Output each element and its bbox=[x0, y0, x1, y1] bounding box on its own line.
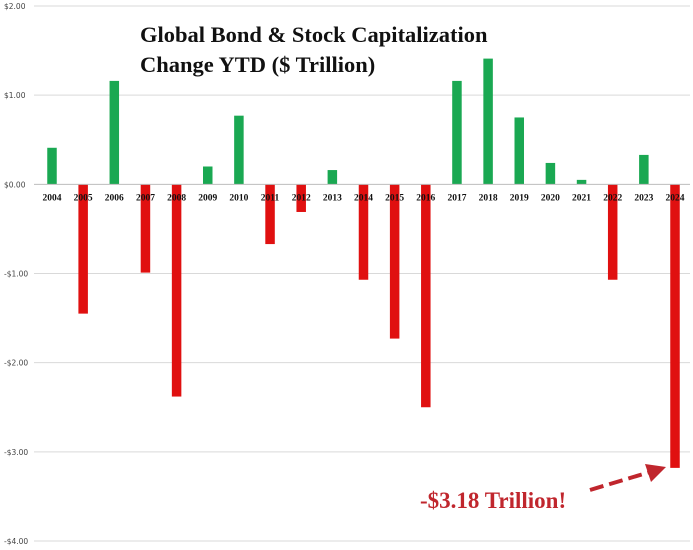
y-tick-label: $1.00 bbox=[4, 91, 26, 100]
bar-2008 bbox=[171, 184, 182, 397]
y-tick-label: -$2.00 bbox=[4, 359, 28, 368]
y-tick-label: $2.00 bbox=[4, 2, 26, 11]
x-tick-label-2013: 2013 bbox=[323, 193, 342, 203]
y-tick-label: -$3.00 bbox=[4, 448, 28, 457]
bar-2016 bbox=[421, 184, 431, 408]
x-tick-label-2014: 2014 bbox=[354, 193, 373, 203]
bar-2024 bbox=[670, 184, 680, 468]
bar-2010 bbox=[234, 115, 244, 185]
y-tick-label: -$4.00 bbox=[4, 537, 28, 546]
x-tick-label-2015: 2015 bbox=[385, 193, 404, 203]
bar-2011 bbox=[265, 184, 275, 245]
x-tick-label-2008: 2008 bbox=[167, 193, 186, 203]
bar-2020 bbox=[545, 162, 556, 185]
bar-2015 bbox=[389, 184, 400, 339]
x-tick-label-2010: 2010 bbox=[229, 193, 248, 203]
x-tick-label-2023: 2023 bbox=[634, 193, 653, 203]
x-tick-label-2005: 2005 bbox=[74, 193, 93, 203]
bar-2017 bbox=[452, 80, 462, 185]
x-tick-label-2022: 2022 bbox=[603, 193, 622, 203]
x-tick-label-2020: 2020 bbox=[541, 193, 560, 203]
x-tick-label-2018: 2018 bbox=[479, 193, 498, 203]
x-axis-tick-labels: 2004 2005 2006 2007 2008 2009 2010 2011 2012 2013… bbox=[43, 193, 685, 203]
bars bbox=[47, 58, 680, 468]
y-tick-label: $0.00 bbox=[4, 180, 26, 189]
bar-2019 bbox=[514, 117, 524, 185]
x-tick-label-2019: 2019 bbox=[510, 193, 529, 203]
bar-2023 bbox=[639, 154, 649, 185]
bar-2005 bbox=[78, 184, 88, 314]
x-tick-label-2006: 2006 bbox=[105, 193, 124, 203]
x-tick-label-2007: 2007 bbox=[136, 193, 155, 203]
x-tick-label-2017: 2017 bbox=[447, 193, 466, 203]
x-tick-label-2004: 2004 bbox=[43, 193, 62, 203]
bar-2021 bbox=[576, 179, 587, 185]
bar-2014 bbox=[358, 184, 369, 280]
x-tick-label-2024: 2024 bbox=[666, 193, 685, 203]
x-tick-label-2016: 2016 bbox=[416, 193, 435, 203]
bar-2004 bbox=[47, 147, 57, 185]
x-tick-label-2011: 2011 bbox=[261, 193, 280, 203]
bar-2018 bbox=[483, 58, 493, 185]
annotation-arrow bbox=[589, 464, 666, 492]
bar-2013 bbox=[327, 170, 338, 185]
annotation-label: -$3.18 Trillion! bbox=[420, 488, 566, 513]
x-tick-label-2021: 2021 bbox=[572, 193, 591, 203]
x-tick-label-2009: 2009 bbox=[198, 193, 217, 203]
y-axis-tick-labels: $2.00 $1.00 $0.00 -$1.00 -$2.00 -$3.00 -$4.00 bbox=[4, 2, 28, 546]
x-tick-label-2012: 2012 bbox=[292, 193, 311, 203]
bar-2006 bbox=[109, 80, 120, 185]
chart-title-line-2: Change YTD ($ Trillion) bbox=[140, 52, 375, 77]
chart-title-line-1: Global Bond & Stock Capitalization bbox=[140, 22, 488, 47]
y-tick-label: -$1.00 bbox=[4, 270, 28, 279]
bar-2012 bbox=[296, 184, 306, 212]
bar-2007 bbox=[140, 184, 151, 273]
bar-2022 bbox=[607, 184, 618, 280]
bar-2009 bbox=[203, 166, 213, 185]
